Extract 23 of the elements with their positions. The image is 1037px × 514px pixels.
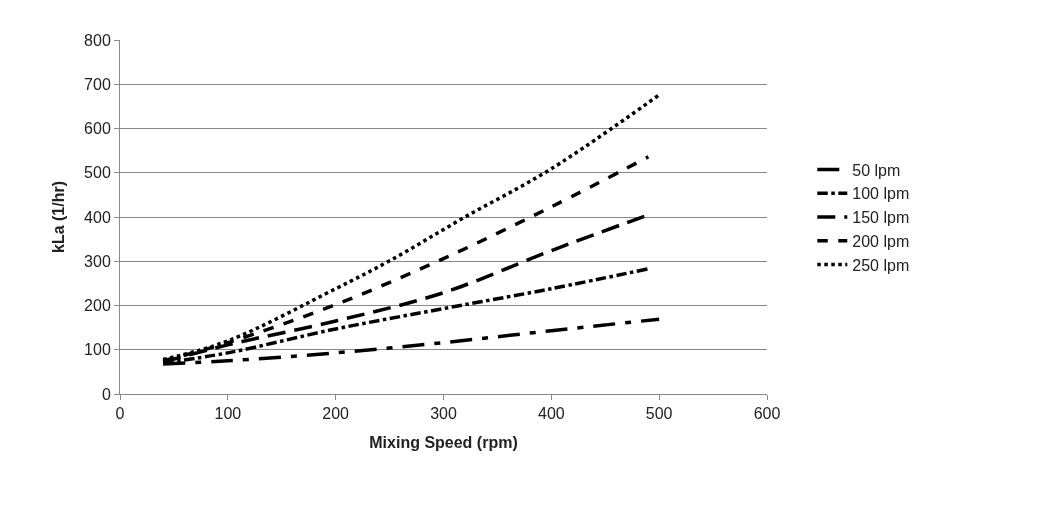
- x-tick-label: 600: [753, 405, 781, 423]
- legend-label: 150 lpm: [852, 209, 910, 227]
- legend-label: 250 lpm: [852, 256, 910, 274]
- y-tick-label: 400: [84, 208, 111, 226]
- x-tick-label: 100: [214, 405, 242, 423]
- y-tick-label: 300: [84, 252, 111, 270]
- y-tick-label: 0: [101, 385, 111, 403]
- y-tick-label: 100: [84, 341, 111, 359]
- x-axis-title: Mixing Speed (rpm): [369, 433, 518, 451]
- x-tick-label: 300: [430, 405, 457, 423]
- y-tick-label: 800: [84, 31, 111, 49]
- y-tick-label: 500: [84, 164, 111, 182]
- x-tick-label: 0: [115, 405, 125, 423]
- legend-label: 100 lpm: [852, 185, 910, 203]
- y-tick-label: 200: [84, 297, 111, 315]
- legend-label: 200 lpm: [852, 233, 910, 251]
- y-tick-label: 600: [84, 120, 111, 138]
- legend-label: 50 lpm: [852, 161, 901, 179]
- y-axis-title: kLa (1/hr): [50, 180, 67, 254]
- y-tick-label: 700: [84, 75, 111, 93]
- x-tick-label: 200: [322, 405, 350, 423]
- x-tick-label: 500: [645, 405, 673, 423]
- x-tick-label: 400: [537, 405, 565, 423]
